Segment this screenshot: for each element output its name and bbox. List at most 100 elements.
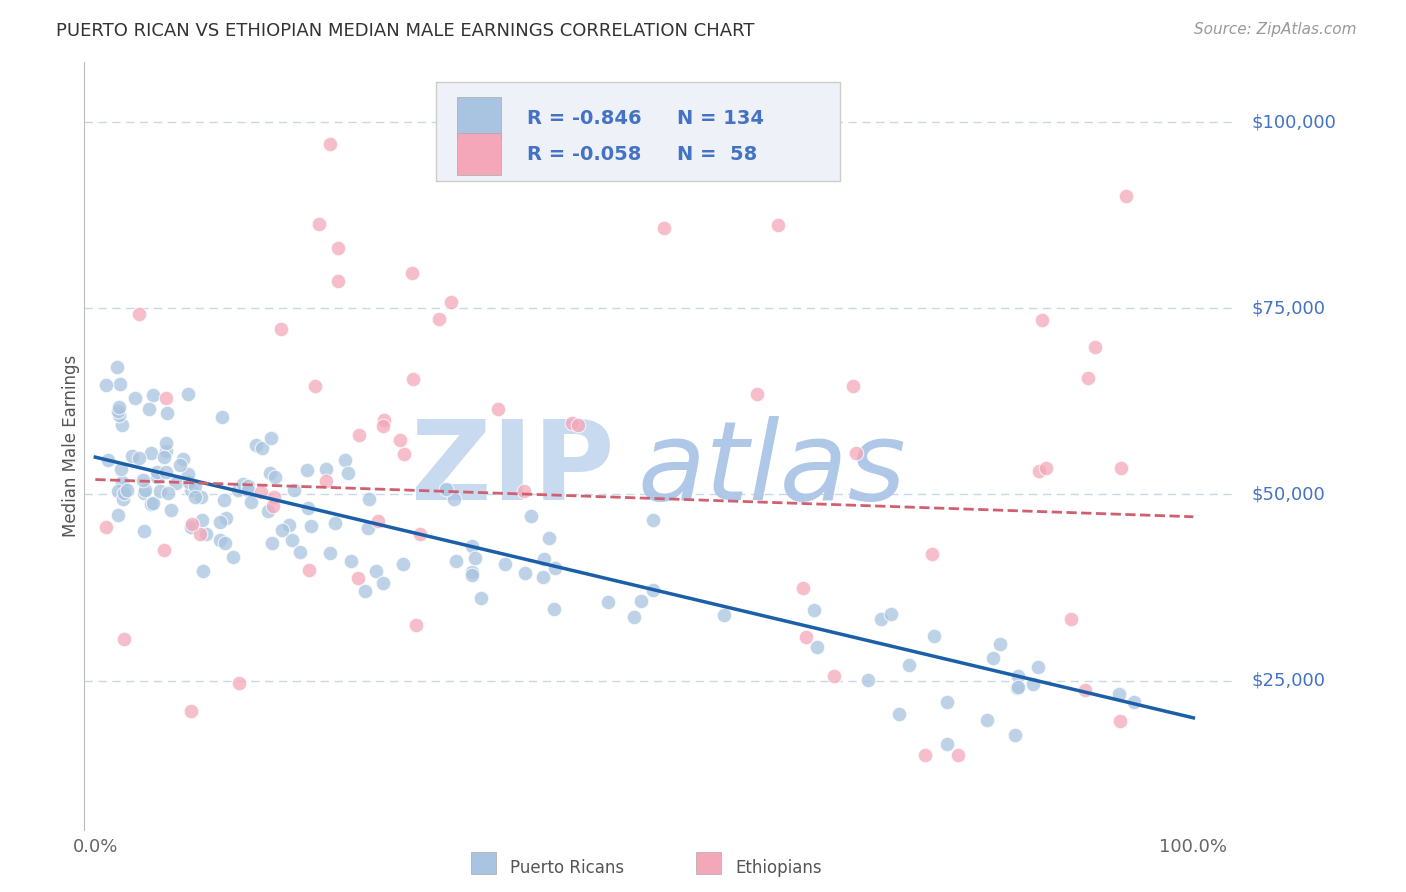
Point — [96, 519, 118, 533]
Point — [121, 449, 143, 463]
Point — [427, 311, 450, 326]
Point — [155, 391, 177, 405]
Point — [297, 501, 319, 516]
Point — [260, 535, 283, 549]
Point — [278, 518, 301, 533]
Point — [141, 446, 163, 460]
Point — [366, 565, 388, 579]
Point — [652, 221, 675, 235]
Point — [280, 533, 302, 547]
Point — [110, 377, 132, 392]
Point — [643, 583, 665, 598]
Point — [641, 513, 664, 527]
Point — [460, 540, 482, 554]
Point — [315, 462, 337, 476]
Point — [373, 413, 395, 427]
Point — [349, 428, 371, 442]
Point — [112, 481, 135, 495]
Point — [983, 651, 1005, 665]
Text: Ethiopians: Ethiopians — [735, 859, 823, 877]
Point — [146, 466, 169, 480]
Point — [270, 523, 292, 537]
Point — [976, 713, 998, 727]
Point — [887, 706, 910, 721]
Point — [373, 418, 395, 433]
Point — [236, 479, 259, 493]
Point — [128, 307, 150, 321]
Point — [180, 705, 202, 719]
Point — [142, 387, 165, 401]
Point — [299, 519, 322, 533]
Point — [630, 594, 652, 608]
Bar — [436, 81, 839, 181]
Point — [112, 486, 135, 500]
Point — [1004, 728, 1026, 742]
Point — [922, 629, 945, 643]
Point — [394, 447, 416, 461]
Point — [596, 595, 619, 609]
Point — [177, 387, 200, 401]
Point — [988, 637, 1011, 651]
Point — [897, 657, 920, 672]
Point — [215, 511, 238, 525]
Point — [914, 748, 936, 763]
Point — [181, 517, 204, 532]
Point — [803, 603, 825, 617]
Point — [561, 417, 583, 431]
Point — [146, 470, 169, 484]
Point — [132, 485, 155, 500]
Point — [1084, 340, 1107, 354]
Point — [367, 514, 389, 528]
Point — [531, 570, 554, 584]
Point — [184, 490, 207, 504]
Y-axis label: Median Male Earnings: Median Male Earnings — [62, 355, 80, 537]
Text: $100,000: $100,000 — [1251, 113, 1336, 131]
Point — [486, 402, 509, 417]
Point — [298, 563, 321, 577]
Point — [434, 482, 457, 496]
Point — [107, 484, 129, 499]
Point — [283, 483, 305, 497]
Point — [357, 491, 380, 506]
Point — [1031, 313, 1053, 327]
Point — [440, 295, 463, 310]
Point — [139, 497, 162, 511]
Point — [806, 640, 828, 654]
Point — [111, 492, 134, 507]
Point — [567, 417, 589, 432]
Point — [515, 566, 537, 580]
Point — [405, 618, 427, 632]
Point — [142, 496, 165, 510]
Point — [96, 378, 118, 392]
Point — [232, 477, 254, 491]
Point — [543, 602, 565, 616]
Point — [270, 322, 292, 336]
Point — [128, 451, 150, 466]
Point — [340, 553, 363, 567]
Point — [935, 737, 957, 751]
Point — [250, 484, 273, 499]
Point — [153, 450, 176, 464]
Point — [1109, 461, 1132, 475]
Point — [1109, 714, 1132, 728]
Point — [211, 409, 233, 424]
Point — [519, 508, 541, 523]
Point — [713, 608, 735, 623]
Point — [228, 483, 250, 497]
Point — [470, 591, 492, 605]
Point — [169, 458, 191, 473]
Point — [209, 515, 232, 529]
Point — [1108, 687, 1130, 701]
Point — [936, 695, 959, 709]
Text: atlas: atlas — [638, 416, 907, 523]
Point — [222, 550, 245, 565]
Text: $75,000: $75,000 — [1251, 299, 1326, 318]
Point — [766, 218, 789, 232]
Point — [180, 483, 202, 498]
Point — [155, 443, 177, 458]
Point — [354, 583, 377, 598]
Point — [112, 632, 135, 646]
Point — [856, 673, 879, 688]
Point — [461, 565, 484, 579]
Point — [1028, 464, 1050, 478]
